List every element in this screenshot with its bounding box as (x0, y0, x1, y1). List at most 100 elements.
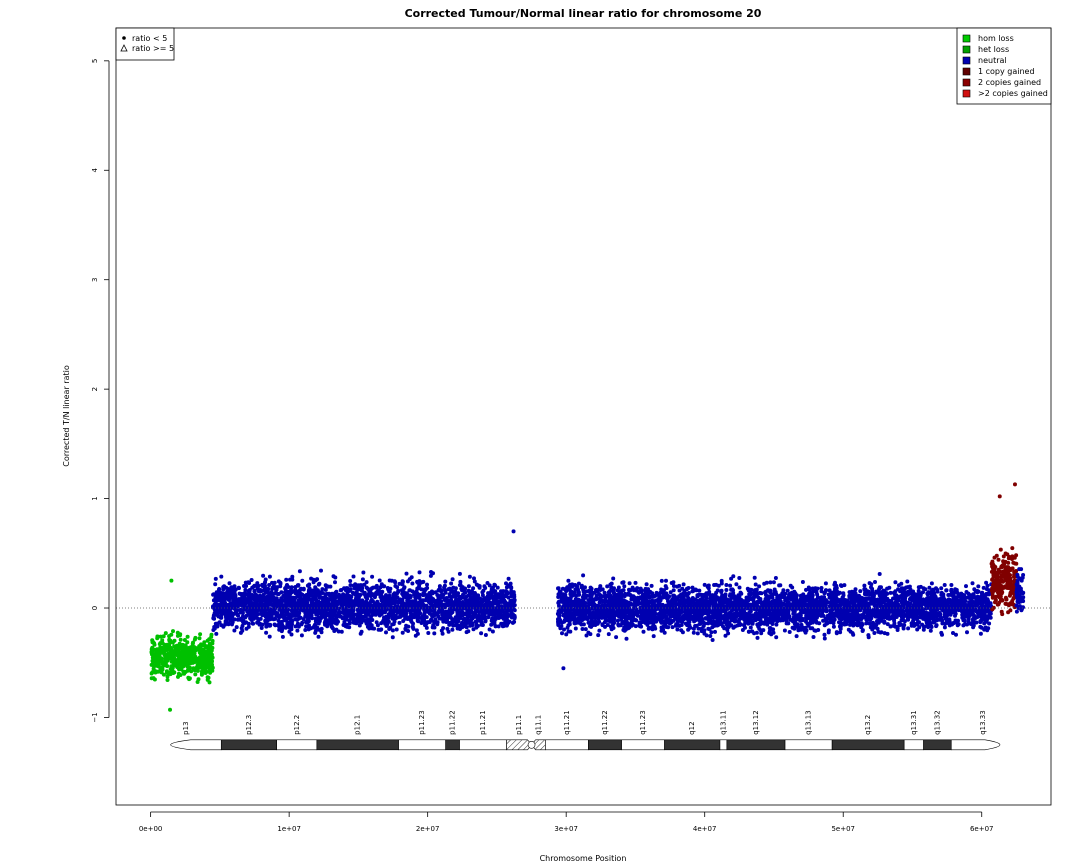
data-point (304, 601, 309, 606)
data-point (164, 669, 169, 674)
data-point (198, 632, 203, 637)
data-point (156, 669, 161, 674)
data-point (204, 669, 209, 674)
data-point (823, 581, 828, 586)
data-point (408, 595, 413, 600)
data-point (429, 570, 433, 574)
data-point (472, 576, 476, 581)
data-point (186, 668, 191, 673)
data-point (304, 624, 309, 629)
data-point (247, 600, 252, 605)
data-point (236, 617, 240, 622)
data-point (160, 638, 165, 643)
data-point (493, 589, 498, 594)
data-point (336, 629, 341, 634)
data-point (473, 612, 478, 617)
data-point (493, 624, 498, 629)
data-point (407, 599, 412, 604)
data-point (247, 597, 252, 601)
data-point (160, 667, 165, 672)
data-point (393, 616, 398, 621)
data-point (226, 594, 231, 599)
data-point (258, 616, 263, 621)
data-point (651, 634, 656, 639)
data-point (271, 603, 276, 608)
data-point (597, 628, 602, 633)
segment-points-1 (211, 568, 517, 640)
data-point (386, 587, 391, 592)
data-point (178, 637, 183, 642)
data-point (354, 595, 359, 600)
data-point (405, 603, 410, 608)
data-point (315, 608, 320, 613)
data-point (361, 614, 366, 619)
data-point (381, 617, 386, 622)
data-point (491, 612, 496, 617)
data-point (167, 639, 172, 644)
data-point (232, 584, 237, 589)
data-point (348, 583, 353, 588)
data-point (158, 634, 163, 639)
data-point (395, 610, 400, 615)
data-point (463, 612, 468, 616)
data-point (468, 623, 473, 628)
data-point (311, 580, 316, 585)
data-point (385, 601, 390, 606)
data-point (787, 630, 792, 634)
data-point (155, 634, 160, 639)
data-point (435, 622, 440, 627)
data-point (299, 633, 304, 638)
data-point (417, 570, 422, 575)
data-point (273, 587, 278, 592)
data-point (456, 599, 461, 604)
data-point (734, 582, 739, 587)
data-point (293, 607, 298, 612)
data-point (182, 660, 187, 665)
data-point (475, 618, 480, 623)
data-point (207, 637, 212, 642)
data-point (240, 598, 245, 603)
data-point (471, 615, 476, 620)
data-point (393, 580, 398, 585)
data-point (416, 616, 421, 621)
data-point (272, 580, 277, 585)
data-point (443, 579, 448, 584)
data-point (712, 583, 717, 587)
data-point (247, 593, 252, 598)
data-point (230, 594, 235, 599)
data-point (193, 672, 198, 677)
data-point (447, 602, 452, 607)
data-point (181, 669, 186, 674)
data-point (509, 594, 514, 599)
data-point (369, 625, 374, 630)
data-point (282, 625, 287, 630)
data-point (483, 610, 488, 615)
data-point (472, 579, 477, 584)
data-point (263, 608, 268, 613)
data-point (237, 602, 242, 607)
data-point (466, 588, 471, 593)
points-layer (149, 482, 1026, 712)
data-point (363, 594, 368, 599)
data-point (596, 633, 601, 638)
data-point (365, 624, 370, 629)
data-point (165, 642, 170, 647)
data-point (221, 586, 226, 591)
data-point (414, 628, 419, 633)
data-point (275, 623, 280, 628)
data-point (377, 578, 382, 583)
data-point (458, 579, 463, 584)
data-point (199, 672, 204, 677)
data-point (450, 577, 455, 582)
data-point (393, 604, 398, 609)
data-point (240, 623, 245, 628)
data-point (322, 611, 327, 616)
data-point (264, 595, 269, 600)
data-point (165, 674, 170, 679)
data-point (360, 588, 364, 593)
data-point (627, 581, 632, 586)
data-point (431, 623, 436, 628)
data-point (192, 645, 197, 650)
data-point (401, 590, 406, 594)
data-point (436, 611, 440, 615)
